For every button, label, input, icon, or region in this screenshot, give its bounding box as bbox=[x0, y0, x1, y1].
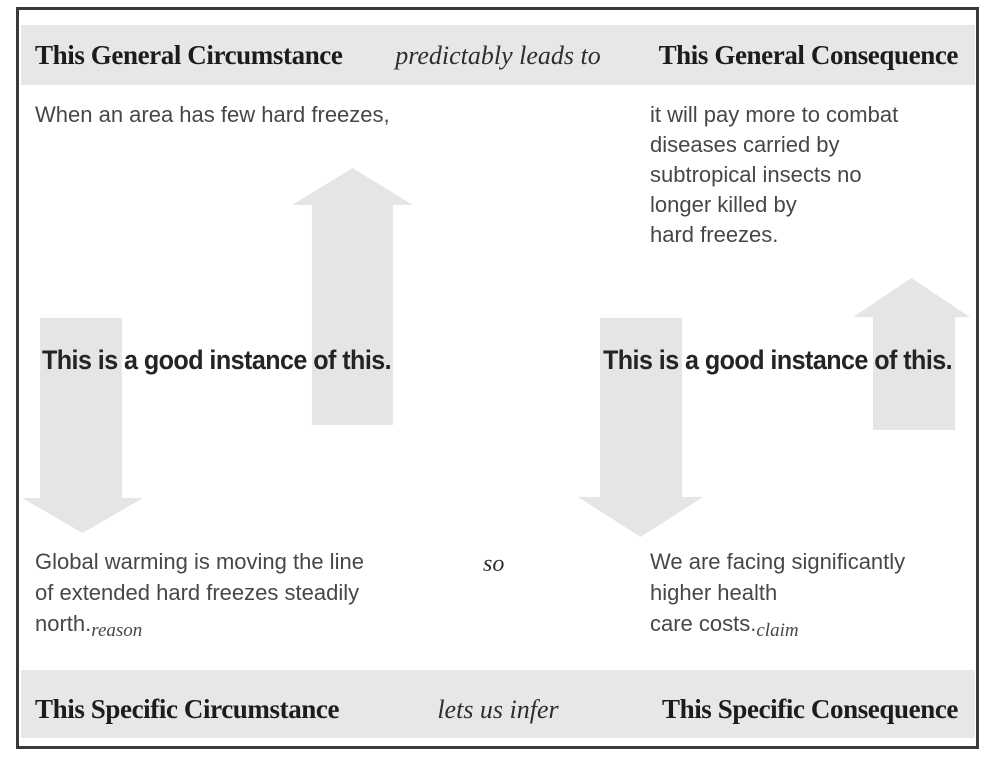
text-line: Global warming is moving the line bbox=[35, 549, 364, 574]
text-line: longer killed by bbox=[650, 192, 797, 217]
specific-header-bar bbox=[21, 670, 975, 738]
text-line: We are facing significantly bbox=[650, 549, 906, 574]
instance-label-left: This is a good instance of this. bbox=[42, 345, 392, 375]
text-line: higher health bbox=[650, 580, 778, 605]
specific-consequence-text: We are facing significantly higher healt… bbox=[650, 546, 905, 641]
text-line: of extended hard freezes steadily bbox=[35, 580, 360, 605]
text-line: care costs.claim bbox=[650, 608, 905, 641]
specific-circumstance-heading: This Specific Circumstance bbox=[35, 694, 340, 724]
specific-circumstance-text: Global warming is moving the line of ext… bbox=[35, 546, 364, 641]
instance-label-right: This is a good instance of this. bbox=[603, 345, 953, 375]
general-circumstance-heading: This General Circumstance bbox=[35, 40, 343, 70]
text-line: north.reason bbox=[35, 608, 364, 641]
general-consequence-text: it will pay more to combat diseases carr… bbox=[650, 100, 898, 250]
general-consequence-heading: This General Consequence bbox=[658, 40, 959, 70]
text-line: diseases carried by bbox=[650, 132, 840, 157]
specific-connector-label: lets us infer bbox=[437, 695, 559, 724]
text-line-fragment: care costs. bbox=[650, 611, 757, 636]
specific-consequence-heading: This Specific Consequence bbox=[661, 694, 958, 724]
claim-tag: claim bbox=[756, 620, 799, 641]
general-circumstance-text: When an area has few hard freezes, bbox=[35, 102, 390, 127]
so-connector-label: so bbox=[483, 551, 505, 577]
text-line-fragment: north. bbox=[35, 611, 92, 636]
text-line: hard freezes. bbox=[650, 222, 779, 247]
text-line: it will pay more to combat bbox=[650, 102, 899, 127]
general-connector-label: predictably leads to bbox=[395, 41, 601, 70]
text-line: subtropical insects no bbox=[650, 162, 862, 187]
reason-tag: reason bbox=[91, 620, 143, 641]
general-header-bar bbox=[21, 25, 975, 85]
up-arrow-icon bbox=[292, 168, 413, 425]
diagram-border bbox=[16, 7, 979, 749]
